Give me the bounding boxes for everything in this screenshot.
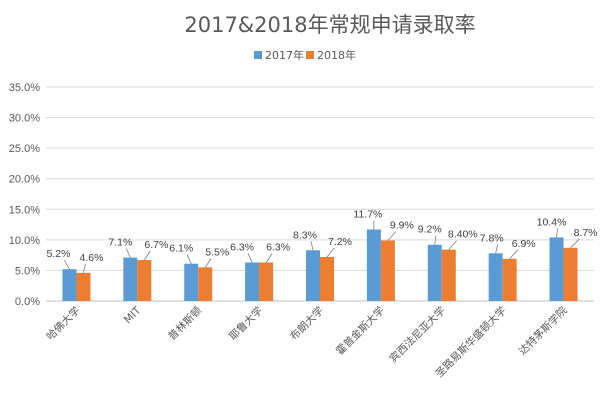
data-labels: 5.2% 4.6%7.1% 6.7% 6.1% 5.5% 6.3% 6.3%8.3%7.2%… bbox=[46, 208, 597, 263]
data-label: 6.3% bbox=[230, 241, 254, 253]
bar-2017 bbox=[245, 262, 260, 301]
x-axis-category-labels: 哈佛大学 MIT 普林斯顿 耶鲁大学 布朗大学 霍普金斯大学 宾西法尼亚大学圣路易斯华盛顿大… bbox=[44, 304, 570, 380]
bar-2018 bbox=[76, 272, 91, 301]
bar-2018 bbox=[320, 256, 334, 301]
data-label: 8.40% bbox=[448, 229, 478, 241]
bar-2017 bbox=[62, 269, 77, 301]
bar-2018 bbox=[198, 267, 213, 301]
leader-line bbox=[448, 240, 458, 250]
data-label: 6.1% bbox=[169, 243, 193, 255]
bar-2018 bbox=[563, 247, 578, 301]
leader-line bbox=[204, 258, 212, 268]
leader-line bbox=[265, 253, 273, 263]
leader-line bbox=[495, 244, 499, 254]
bar-2018 bbox=[380, 240, 395, 301]
category-label: 普林斯顿 bbox=[165, 304, 204, 343]
y-tick-label: 10.0% bbox=[9, 235, 40, 247]
data-label: 8.7% bbox=[574, 227, 598, 239]
bar-2018 bbox=[137, 260, 152, 301]
data-label: 6.9% bbox=[512, 238, 536, 250]
category-label: 耶鲁大学 bbox=[226, 304, 265, 343]
bar-2017 bbox=[488, 253, 503, 301]
leader-line bbox=[434, 235, 437, 245]
leader-line bbox=[64, 260, 70, 270]
data-label: 6.3% bbox=[266, 241, 290, 253]
leader-line bbox=[247, 253, 253, 263]
category-label: 霍普金斯大学 bbox=[333, 304, 387, 358]
bars bbox=[62, 229, 578, 301]
leader-line bbox=[556, 228, 558, 238]
bar-2017 bbox=[306, 250, 320, 301]
data-label: 9.9% bbox=[390, 219, 414, 231]
chart-title: 2017&2018年常规申请录取率 bbox=[184, 13, 475, 37]
legend-label-2017: 2017年 bbox=[265, 48, 304, 62]
legend: 2017年 2018年 bbox=[254, 48, 356, 62]
leader-line bbox=[387, 231, 397, 241]
legend-label-2018: 2018年 bbox=[317, 48, 356, 62]
data-label: 7.2% bbox=[328, 236, 352, 248]
leader-line bbox=[310, 241, 314, 251]
leader-line bbox=[570, 238, 580, 249]
category-label: 宾西法尼亚大学 bbox=[387, 304, 448, 365]
y-tick-label: 0.0% bbox=[15, 296, 40, 308]
data-label: 8.3% bbox=[293, 229, 317, 241]
data-label: 6.7% bbox=[144, 239, 168, 251]
legend-swatch-2018 bbox=[306, 51, 314, 59]
leader-line bbox=[509, 249, 518, 260]
bar-2017 bbox=[366, 229, 381, 301]
data-label: 4.6% bbox=[79, 252, 103, 264]
y-axis-tick-labels: 0.0% 5.0% 10.0% 15.0% 20.0% 25.0% 30.0% 35.0% bbox=[9, 82, 40, 308]
bar-2017 bbox=[427, 244, 442, 301]
category-label: 布朗大学 bbox=[287, 304, 326, 343]
leader-line bbox=[326, 247, 335, 258]
data-label: 11.7% bbox=[353, 208, 382, 220]
category-label: MIT bbox=[122, 304, 144, 326]
y-tick-label: 5.0% bbox=[15, 265, 40, 277]
leader-line bbox=[186, 254, 192, 264]
data-label: 10.4% bbox=[537, 216, 567, 228]
bar-2018 bbox=[502, 258, 517, 301]
y-tick-label: 30.0% bbox=[9, 113, 40, 125]
data-label: 7.8% bbox=[480, 232, 504, 244]
data-label: 5.5% bbox=[205, 246, 229, 258]
bar-2018 bbox=[441, 249, 456, 301]
category-label: 哈佛大学 bbox=[44, 304, 83, 343]
legend-swatch-2017 bbox=[254, 51, 262, 59]
leader-line bbox=[144, 250, 151, 261]
leader-line bbox=[125, 248, 131, 258]
y-tick-label: 25.0% bbox=[9, 143, 40, 155]
data-label: 9.2% bbox=[418, 224, 442, 236]
category-label: 达特茅斯学院 bbox=[516, 304, 570, 358]
y-tick-label: 20.0% bbox=[9, 174, 40, 186]
y-tick-label: 15.0% bbox=[9, 204, 40, 216]
data-label: 5.2% bbox=[46, 248, 70, 260]
y-tick-label: 35.0% bbox=[9, 82, 40, 94]
leader-line bbox=[83, 263, 86, 273]
bar-2017 bbox=[184, 263, 199, 301]
data-label: 7.1% bbox=[108, 237, 132, 249]
bar-2018 bbox=[259, 262, 274, 301]
leader-lines bbox=[64, 220, 580, 273]
bar-2017 bbox=[123, 257, 138, 301]
bar-2017 bbox=[549, 237, 564, 301]
